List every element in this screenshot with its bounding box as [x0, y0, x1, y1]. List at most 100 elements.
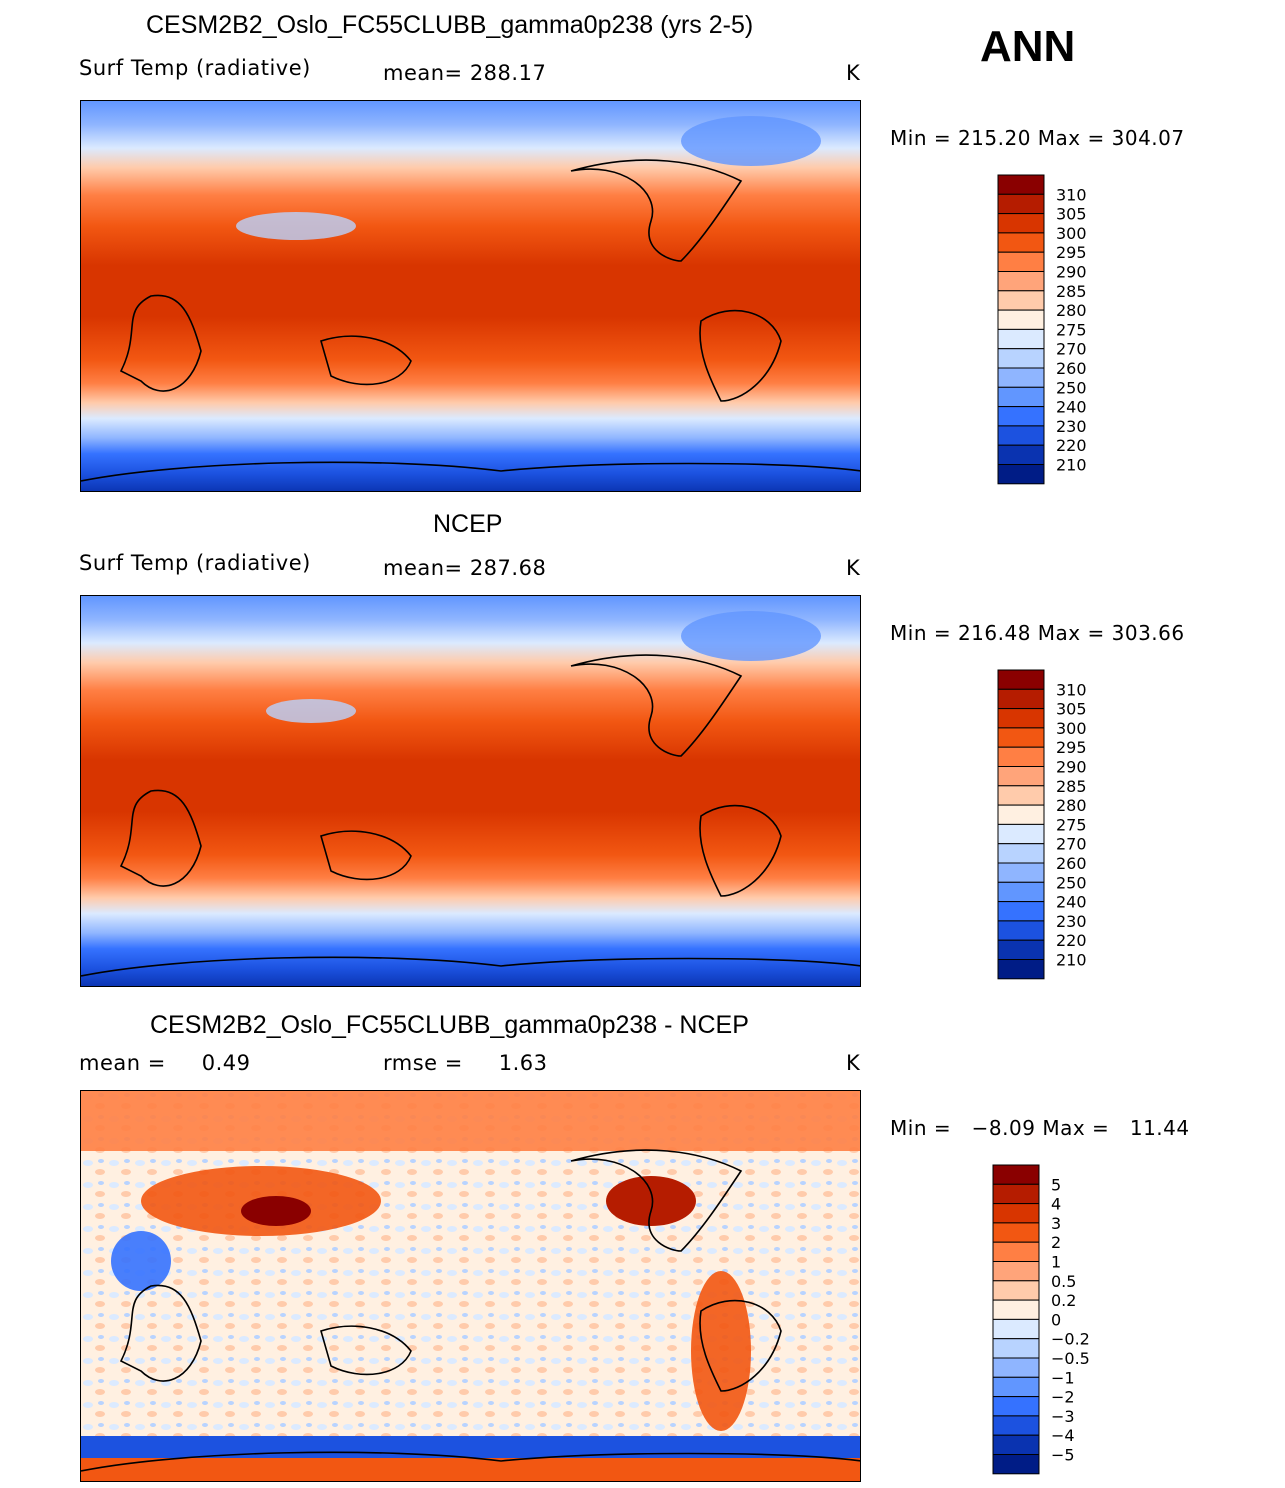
panel2-minmax: Min = 216.48 Max = 303.66: [890, 621, 1185, 645]
colorbar-label: −3: [1051, 1407, 1075, 1426]
colorbar-label: 270: [1056, 835, 1087, 854]
colorbar-box: [997, 823, 1045, 845]
colorbar-box: [997, 727, 1045, 748]
colorbar-box: [997, 804, 1045, 825]
colorbar-box: [992, 1299, 1040, 1320]
colorbar-label: 290: [1056, 758, 1087, 777]
panel1-title: CESM2B2_Oslo_FC55CLUBB_gamma0p238 (yrs 2…: [146, 11, 754, 39]
colorbar-label: 305: [1056, 700, 1087, 719]
colorbar-box: [992, 1338, 1040, 1359]
colorbar-box: [992, 1357, 1040, 1378]
colorbar-box: [992, 1203, 1040, 1224]
colorbar-label: 240: [1056, 893, 1087, 912]
colorbar-box: [997, 251, 1045, 272]
panel2-colorbar-svg: 3103053002952902852802752702602502402302…: [997, 669, 1087, 980]
colorbar-label: 0: [1051, 1310, 1061, 1329]
colorbar-box: [997, 464, 1045, 485]
panel3-arctic-band: [81, 1091, 860, 1151]
panel2-field: [81, 596, 860, 986]
colorbar-box: [997, 881, 1045, 903]
colorbar-label: −1: [1051, 1368, 1075, 1387]
colorbar-box: [992, 1164, 1040, 1185]
colorbar-label: 210: [1056, 456, 1087, 475]
colorbar-label: 240: [1056, 398, 1087, 417]
panel1-map: [80, 100, 861, 492]
colorbar-label: 285: [1056, 777, 1087, 796]
season-label: ANN: [980, 22, 1076, 71]
colorbar-label: 210: [1056, 951, 1087, 970]
panel2-mean: mean= 287.68: [383, 556, 547, 580]
colorbar-box: [997, 939, 1045, 961]
panel2-coastlines: [81, 654, 860, 977]
panel3-na-hot: [606, 1176, 696, 1226]
colorbar-box: [992, 1396, 1040, 1417]
panel3-africa-cool: [111, 1231, 171, 1291]
panel3-colorbar: 5 4 3 2 1 0.5 0.2 0 −0.2 −0.5 −1 −2 −3 −4 −5: [992, 1164, 1113, 1485]
panel2-colorbar: 310 305 300 295 290 285 280 275 270 260 250 240 230 2…: [997, 669, 1118, 990]
colorbar-box: [997, 669, 1045, 690]
colorbar-box: [997, 901, 1045, 922]
panel2-tibet: [266, 699, 356, 723]
colorbar-box: [997, 444, 1045, 466]
colorbar-box: [992, 1415, 1040, 1436]
colorbar-label: 310: [1056, 680, 1087, 699]
colorbar-box: [997, 708, 1045, 729]
colorbar-label: 300: [1056, 224, 1087, 243]
colorbar-box: [992, 1280, 1040, 1301]
colorbar-label: 295: [1056, 738, 1087, 757]
colorbar-label: 4: [1051, 1195, 1061, 1214]
colorbar-label: 295: [1056, 243, 1087, 262]
panel3-asia-hot: [241, 1196, 311, 1226]
colorbar-label: 220: [1056, 931, 1087, 950]
panel1-coastlines: [81, 159, 860, 482]
colorbar-label: 275: [1056, 815, 1087, 834]
colorbar-label: 5: [1051, 1175, 1061, 1194]
colorbar-label: 280: [1056, 796, 1087, 815]
colorbar-box: [992, 1376, 1040, 1398]
panel3-minmax: Min = −8.09 Max = 11.44: [890, 1116, 1190, 1140]
colorbar-box: [997, 959, 1045, 980]
colorbar-label: 0.2: [1051, 1291, 1076, 1310]
colorbar-label: −0.5: [1051, 1349, 1090, 1368]
colorbar-box: [997, 746, 1045, 767]
panel1-units: K: [846, 61, 861, 85]
panel1-minmax: Min = 215.20 Max = 304.07: [890, 126, 1185, 150]
colorbar-box: [992, 1183, 1040, 1205]
panel3-rmse: rmse = 1.63: [383, 1051, 548, 1075]
colorbar-box: [997, 766, 1045, 787]
panel2-map: [80, 595, 861, 987]
colorbar-box: [997, 688, 1045, 710]
colorbar-label: 230: [1056, 417, 1087, 436]
panel2-variable: Surf Temp (radiative): [79, 551, 311, 575]
colorbar-label: 280: [1056, 301, 1087, 320]
colorbar-box: [997, 785, 1045, 806]
panel1-field: [81, 101, 860, 491]
colorbar-box: [997, 232, 1045, 253]
panel3-sa-warm: [691, 1271, 751, 1431]
panel3-antarctic-warm: [81, 1458, 860, 1481]
panel1-colorbar-svg: 3103053002952902852802752702602502402302…: [997, 174, 1087, 485]
colorbar-label: 2: [1051, 1233, 1061, 1252]
colorbar-box: [997, 425, 1045, 446]
panel1-greenland: [681, 116, 821, 166]
panel2-greenland: [681, 611, 821, 661]
panel2-map-svg: [81, 596, 860, 986]
panel3-units: K: [846, 1051, 861, 1075]
colorbar-box: [992, 1222, 1040, 1243]
colorbar-label: −4: [1051, 1426, 1075, 1445]
colorbar-label: 310: [1056, 185, 1087, 204]
colorbar-label: 290: [1056, 263, 1087, 282]
colorbar-label: 220: [1056, 436, 1087, 455]
panel1-tibet: [236, 212, 356, 240]
colorbar-box: [997, 271, 1045, 292]
colorbar-box: [997, 843, 1045, 864]
colorbar-label: −0.2: [1051, 1330, 1090, 1349]
colorbar-box: [997, 920, 1045, 941]
colorbar-box: [997, 862, 1045, 883]
colorbar-label: 0.5: [1051, 1272, 1076, 1291]
panel1-map-svg: [81, 101, 860, 491]
colorbar-label: 260: [1056, 359, 1087, 378]
colorbar-box: [997, 309, 1045, 330]
colorbar-label: 300: [1056, 719, 1087, 738]
panel2-units: K: [846, 556, 861, 580]
